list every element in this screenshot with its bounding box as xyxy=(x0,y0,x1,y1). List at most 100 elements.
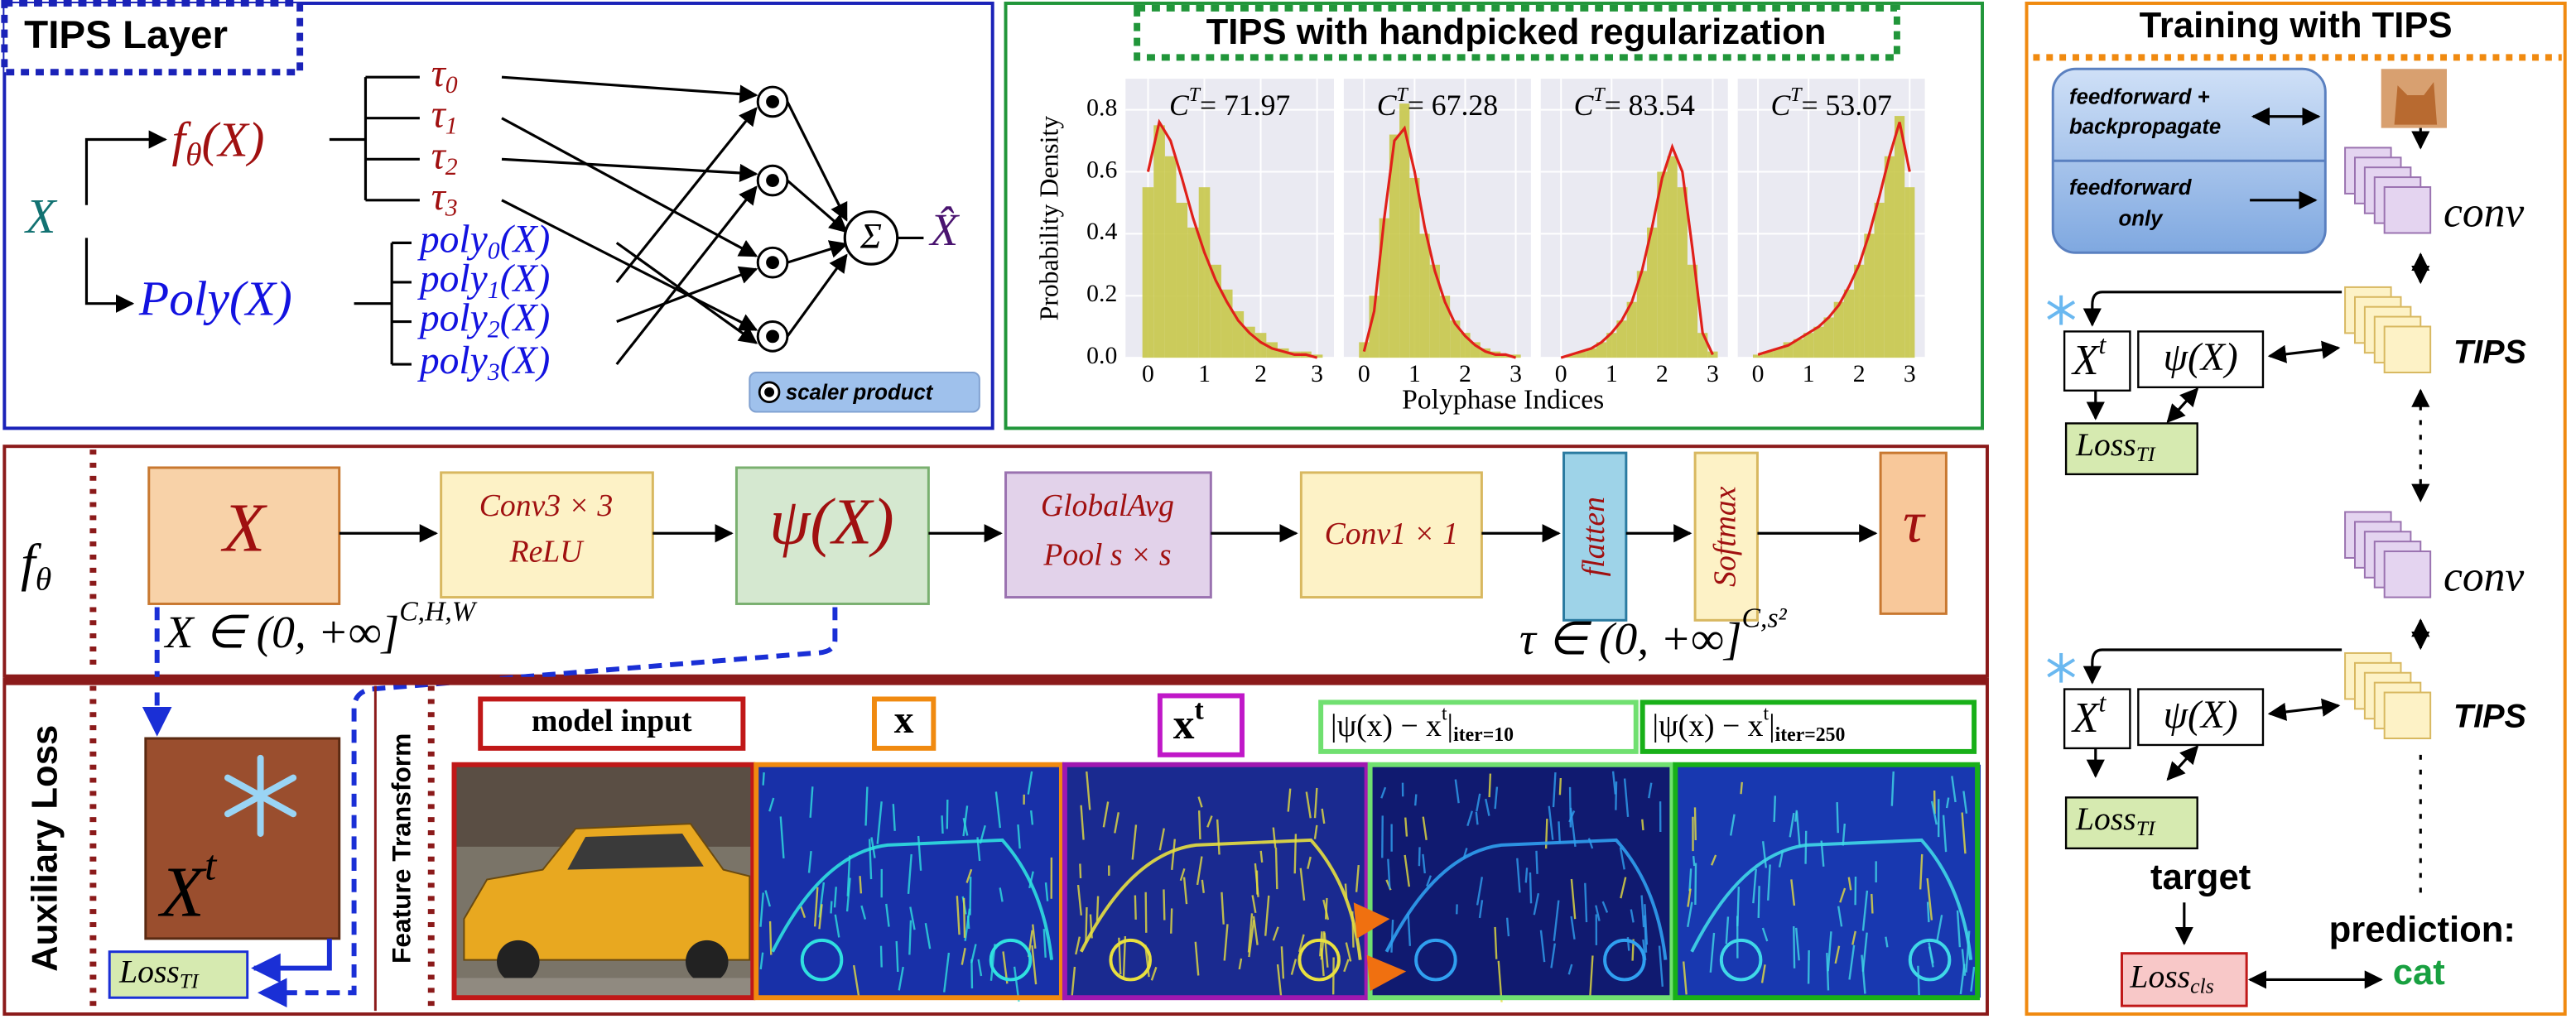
feature-stroke xyxy=(917,835,922,871)
feature-stroke xyxy=(1533,892,1540,916)
feature-stroke xyxy=(1114,812,1119,834)
feature-stroke xyxy=(1959,964,1966,995)
caption-sup: t xyxy=(1763,704,1769,725)
caption-box xyxy=(478,696,746,751)
loss-text: LossTI xyxy=(118,954,200,993)
caption-sup: t xyxy=(1195,695,1205,725)
arrow xyxy=(2267,340,2341,363)
taxi-image xyxy=(454,764,754,998)
feature-stroke xyxy=(1945,797,1950,809)
x-tick-label: 2 xyxy=(1656,361,1668,387)
x-tick-label: 2 xyxy=(1459,361,1471,387)
feature-stroke xyxy=(1216,819,1221,855)
loss-sub: TI xyxy=(2136,816,2156,840)
feature-stroke xyxy=(1795,811,1801,847)
poly-base: poly xyxy=(417,257,489,300)
feature-stroke xyxy=(1760,964,1766,983)
feature-stroke xyxy=(1422,816,1428,840)
feature-stack xyxy=(2383,691,2432,740)
feature-stroke xyxy=(1709,932,1716,973)
psi-label: ψ(X) xyxy=(2164,336,2238,379)
loss-label: LossTI xyxy=(2075,800,2156,840)
feature-stroke xyxy=(1688,868,1692,892)
loss-base: Loss xyxy=(2075,800,2136,837)
feature-stroke xyxy=(1620,877,1627,899)
flake xyxy=(2047,658,2076,678)
wheel xyxy=(1908,938,1952,982)
feature-stroke xyxy=(1404,854,1410,887)
feature-stroke xyxy=(1619,847,1625,870)
feature-stroke xyxy=(1569,807,1577,848)
feature-stroke xyxy=(1804,830,1808,864)
feature-stroke xyxy=(898,966,904,991)
feature-stroke xyxy=(1589,955,1594,997)
feature-stroke xyxy=(946,799,949,829)
wire xyxy=(786,253,848,338)
tau-sub: 1 xyxy=(445,113,458,139)
feature-stroke xyxy=(1757,886,1760,918)
feature-stroke xyxy=(1475,811,1479,825)
feature-stroke xyxy=(759,952,764,970)
input-symbol: X xyxy=(24,189,58,243)
flatten-box xyxy=(1562,451,1628,622)
feature-stroke xyxy=(1795,927,1800,961)
feature-stroke xyxy=(1848,944,1856,980)
panel-border xyxy=(1004,1,1984,430)
tau-label: τ0 xyxy=(431,52,458,99)
stat-sup: T xyxy=(1397,84,1409,106)
tau-text: τ xyxy=(1903,490,1926,555)
caption: |ψ(x) − xt|iter=250 xyxy=(1653,704,1846,747)
psi-text: ψ(X) xyxy=(769,485,893,558)
feature-stroke xyxy=(1299,868,1306,901)
feature-stroke xyxy=(1682,961,1688,995)
feature-stroke xyxy=(1196,856,1203,886)
feature-stroke xyxy=(1079,863,1082,878)
bar xyxy=(1500,354,1511,358)
xt-base: X xyxy=(2071,337,2101,384)
x-tick-label: 0 xyxy=(1358,361,1370,387)
tau-label: τ3 xyxy=(431,175,458,222)
target-base: X xyxy=(158,851,208,931)
bar xyxy=(1198,187,1211,358)
wire xyxy=(616,266,758,324)
feature-stroke xyxy=(1171,839,1177,871)
x-tick-label: 0 xyxy=(1142,361,1154,387)
image-border xyxy=(451,762,756,1001)
feature-stroke xyxy=(1553,900,1560,941)
input-domain: X ∈ (0, +∞]C,H,W xyxy=(164,596,478,658)
feature-stroke xyxy=(864,786,869,826)
feature-stroke xyxy=(1280,946,1285,979)
feature-stroke xyxy=(1287,788,1292,812)
aux-label: Auxiliary Loss xyxy=(25,725,65,972)
feature-stroke xyxy=(1223,924,1229,961)
poly-base: poly xyxy=(417,218,489,261)
wheel xyxy=(989,938,1033,982)
caption-box xyxy=(1639,699,1977,754)
wire xyxy=(501,75,758,103)
feature-stroke xyxy=(964,908,971,941)
feature-stroke xyxy=(1917,965,1920,996)
bar xyxy=(1399,103,1410,358)
feature-stack xyxy=(2383,325,2432,373)
image-border xyxy=(1673,762,1981,1001)
feature-stroke xyxy=(1071,966,1076,998)
feature-stroke xyxy=(1102,801,1110,828)
feature-stroke xyxy=(1485,798,1490,816)
psi-box xyxy=(2137,330,2265,389)
feature-stroke xyxy=(1248,920,1255,958)
tau-box xyxy=(1879,451,1948,615)
feature-stroke xyxy=(1928,942,1934,964)
caption-box xyxy=(1157,693,1245,757)
arrow xyxy=(251,938,332,983)
tau-base: τ xyxy=(431,94,447,137)
feature-stroke xyxy=(868,839,873,880)
feature-stroke xyxy=(1778,850,1784,868)
caption: x xyxy=(894,699,914,742)
feature-stroke xyxy=(1355,864,1360,892)
wire xyxy=(615,107,758,283)
arrow xyxy=(2267,698,2341,721)
feature-stroke xyxy=(876,801,883,844)
caption-close: | xyxy=(1447,709,1454,743)
feature-stroke xyxy=(895,940,899,973)
poly-base: poly xyxy=(417,296,489,339)
